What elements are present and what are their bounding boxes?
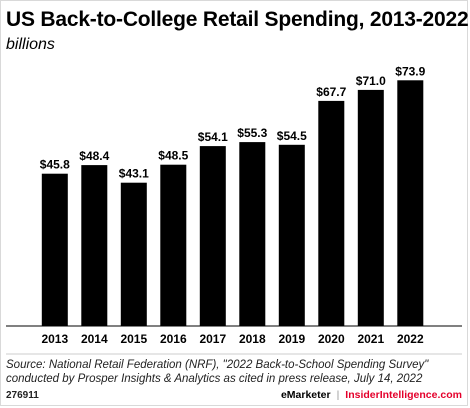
bar-2021 [357, 89, 384, 327]
x-tick-label-2017: 2017 [199, 332, 226, 346]
x-tick-label-2013: 2013 [41, 332, 68, 346]
value-label-2014: $48.4 [79, 149, 109, 163]
x-tick-label-2021: 2021 [357, 332, 384, 346]
source-line-2: conducted by Prosper Insights & Analytic… [6, 373, 423, 385]
value-label-2015: $43.1 [119, 167, 149, 181]
bar-2020 [318, 100, 345, 327]
bar-2014 [81, 165, 108, 326]
bar-2017 [199, 146, 226, 326]
value-label-2018: $55.3 [237, 126, 267, 140]
x-tick-label-2018: 2018 [239, 332, 266, 346]
brand-emarketer: eMarketer [280, 389, 331, 401]
bar-2018 [239, 142, 266, 326]
x-tick-label-2020: 2020 [318, 332, 345, 346]
value-label-2016: $48.5 [158, 149, 188, 163]
value-label-2017: $54.1 [198, 130, 228, 144]
x-tick-label-2016: 2016 [160, 332, 187, 346]
value-label-2021: $71.0 [356, 74, 386, 88]
bar-2022 [397, 80, 424, 326]
brand-separator: | [336, 389, 340, 401]
bar-2013 [41, 173, 68, 326]
value-label-2020: $67.7 [316, 85, 346, 99]
x-tick-label-2019: 2019 [278, 332, 305, 346]
value-label-2013: $45.8 [40, 158, 70, 172]
brand-insider-intelligence: InsiderIntelligence.com [345, 389, 462, 401]
x-tick-label-2014: 2014 [81, 332, 108, 346]
source-line-1: Source: National Retail Federation (NRF)… [6, 359, 429, 371]
chart-subtitle: billions [6, 36, 55, 53]
bar-2019 [278, 144, 305, 326]
source-note: Source: National Retail Federation (NRF)… [6, 358, 462, 386]
bar-2016 [160, 164, 187, 326]
bar-2015 [120, 182, 147, 326]
chart-title: US Back-to-College Retail Spending, 2013… [6, 8, 469, 31]
x-tick-label-2022: 2022 [397, 332, 424, 346]
value-label-2019: $54.5 [277, 129, 307, 143]
footer-brand: eMarketer | InsiderIntelligence.com [281, 389, 462, 401]
value-label-2022: $73.9 [395, 64, 425, 78]
chart-id: 276911 [6, 390, 39, 401]
x-tick-label-2015: 2015 [120, 332, 147, 346]
